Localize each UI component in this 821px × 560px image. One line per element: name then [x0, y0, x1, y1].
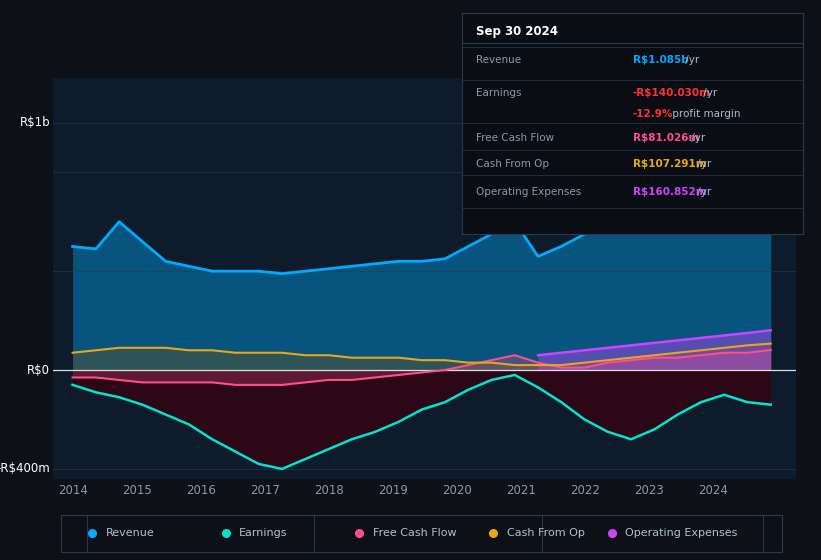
Text: -12.9%: -12.9%: [632, 109, 673, 119]
Text: -R$400m: -R$400m: [0, 463, 50, 475]
Text: Free Cash Flow: Free Cash Flow: [373, 529, 456, 538]
Text: 2016: 2016: [186, 483, 216, 497]
Text: /yr: /yr: [688, 133, 705, 143]
Text: R$81.026m: R$81.026m: [632, 133, 699, 143]
Text: /yr: /yr: [694, 187, 711, 197]
Text: 2017: 2017: [250, 483, 280, 497]
Text: 2024: 2024: [698, 483, 728, 497]
Text: /yr: /yr: [694, 160, 711, 170]
Text: R$1b: R$1b: [20, 116, 50, 129]
Text: R$0: R$0: [27, 363, 50, 376]
Text: Free Cash Flow: Free Cash Flow: [476, 133, 554, 143]
Text: /yr: /yr: [700, 87, 718, 97]
Text: -R$140.030m: -R$140.030m: [632, 87, 711, 97]
Text: Operating Expenses: Operating Expenses: [626, 529, 738, 538]
Text: /yr: /yr: [681, 55, 699, 66]
Text: R$160.852m: R$160.852m: [632, 187, 706, 197]
Text: Sep 30 2024: Sep 30 2024: [476, 25, 557, 38]
Text: Revenue: Revenue: [105, 529, 154, 538]
Text: profit margin: profit margin: [669, 109, 741, 119]
Text: R$1.085b: R$1.085b: [632, 55, 688, 66]
Text: 2020: 2020: [442, 483, 472, 497]
Text: Operating Expenses: Operating Expenses: [476, 187, 581, 197]
Text: 2022: 2022: [570, 483, 600, 497]
Text: R$107.291m: R$107.291m: [632, 160, 706, 170]
Text: Earnings: Earnings: [239, 529, 287, 538]
Text: 2018: 2018: [314, 483, 344, 497]
Text: Revenue: Revenue: [476, 55, 521, 66]
Text: Cash From Op: Cash From Op: [507, 529, 585, 538]
Text: Cash From Op: Cash From Op: [476, 160, 549, 170]
Text: 2023: 2023: [634, 483, 664, 497]
Text: 2014: 2014: [57, 483, 88, 497]
Text: 2021: 2021: [506, 483, 536, 497]
Text: 2015: 2015: [122, 483, 152, 497]
Text: Earnings: Earnings: [476, 87, 521, 97]
Text: 2019: 2019: [378, 483, 408, 497]
